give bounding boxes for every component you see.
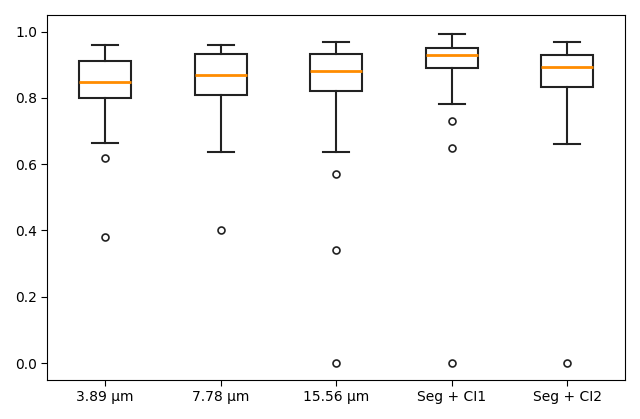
PathPatch shape xyxy=(426,48,477,68)
PathPatch shape xyxy=(541,55,593,87)
PathPatch shape xyxy=(195,54,246,95)
PathPatch shape xyxy=(79,62,131,98)
PathPatch shape xyxy=(310,54,362,91)
